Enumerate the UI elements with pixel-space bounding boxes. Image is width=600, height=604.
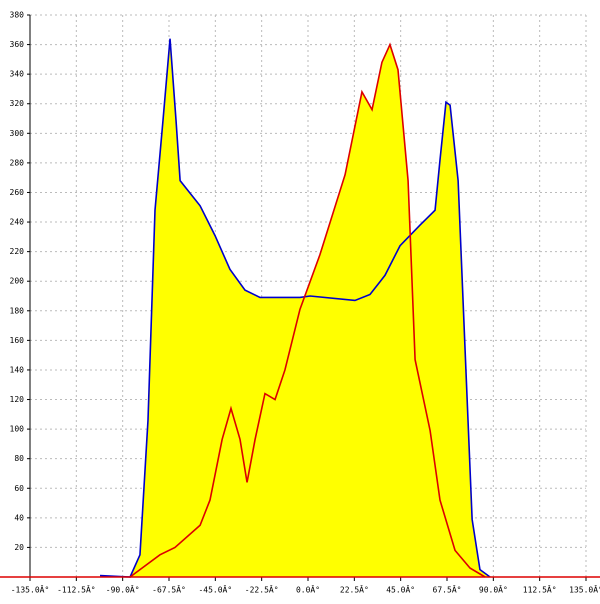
x-tick-label: -45.0Â° [198, 584, 232, 595]
y-tick-label: 80 [14, 454, 24, 463]
x-tick-label: 90.0Â° [479, 584, 508, 595]
x-tick-label: 22.5Â° [340, 584, 369, 595]
y-tick-label: 300 [10, 129, 25, 138]
y-tick-label: 180 [10, 306, 25, 315]
x-tick-label: -90.0Â° [106, 584, 140, 595]
y-tick-label: 140 [10, 365, 25, 374]
y-tick-label: 40 [14, 513, 24, 522]
y-tick-label: 340 [10, 70, 25, 79]
y-tick-label: 280 [10, 158, 25, 167]
x-tick-label: 112.5Â° [523, 584, 557, 595]
area [130, 44, 486, 577]
y-tick-label: 360 [10, 40, 25, 49]
x-tick-label: 0.0Â° [296, 584, 320, 595]
y-tick-label: 220 [10, 247, 25, 256]
y-tick-label: 380 [10, 11, 25, 20]
y-tick-label: 100 [10, 425, 25, 434]
y-tick-label: 260 [10, 188, 25, 197]
line [129, 42, 486, 578]
x-tick-label: 45.0Â° [386, 584, 415, 595]
y-tick-label: 240 [10, 218, 25, 227]
x-tick-label: -112.5Â° [57, 584, 96, 595]
x-tick-label: -22.5Â° [245, 584, 279, 595]
y-tick-label: 120 [10, 395, 25, 404]
x-tick-label: -67.5Â° [152, 584, 186, 595]
x-tick-label: 67.5Â° [433, 584, 462, 595]
x-tick-label: 135.0Â° [569, 584, 600, 595]
y-tick-label: 160 [10, 336, 25, 345]
y-tick-label: 320 [10, 99, 25, 108]
y-tick-label: 20 [14, 543, 24, 552]
y-tick-label: 200 [10, 277, 25, 286]
y-tick-label: 60 [14, 484, 24, 493]
x-tick-label: -135.0Â° [11, 584, 50, 595]
